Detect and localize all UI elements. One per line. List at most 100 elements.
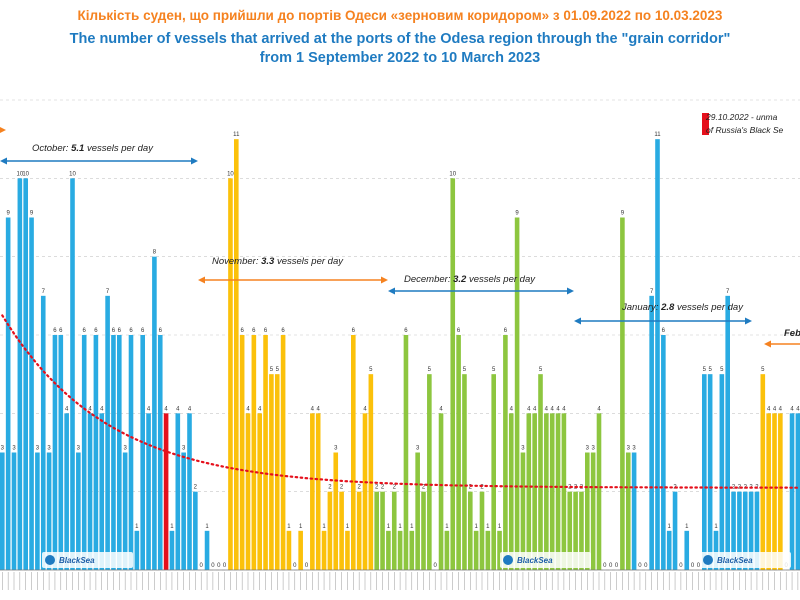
period-unit: vessels per day: [676, 302, 743, 313]
bar-value-label: 1: [322, 524, 326, 530]
bar-value-label: 6: [252, 328, 256, 334]
bar-value-label: 4: [796, 406, 800, 412]
bar-value-label: 1: [205, 524, 209, 530]
bar-value-label: 4: [176, 406, 180, 412]
bar: [23, 178, 28, 571]
bar: [438, 413, 444, 570]
bar-value-label: 1: [170, 524, 174, 530]
bar-value-label: 5: [270, 367, 274, 373]
bar: [514, 217, 520, 570]
bar-value-label: 4: [317, 406, 321, 412]
bar-value-label: 4: [147, 406, 151, 412]
bar-value-label: 3: [47, 446, 51, 452]
period-label-february: Feb: [784, 328, 800, 339]
bar-value-label: 10: [22, 171, 29, 177]
bar-value-label: 5: [703, 367, 707, 373]
bar: [620, 217, 625, 570]
bar: [596, 413, 602, 570]
bar: [403, 335, 409, 570]
period-label-january: January: 2.8 vessels per day: [622, 302, 743, 313]
bar-value-label: 0: [697, 563, 701, 569]
bar-value-label: 1: [668, 524, 672, 530]
bar-value-label: 0: [638, 563, 642, 569]
bar-value-label: 0: [691, 563, 695, 569]
bar-value-label: 3: [1, 446, 5, 452]
bar-value-label: 9: [515, 211, 519, 217]
bar: [772, 413, 777, 570]
bar: [590, 452, 596, 570]
bar-value-label: 0: [217, 563, 221, 569]
bar: [280, 335, 286, 570]
legend-note-line2: of Russia's Black Se: [706, 125, 784, 135]
bar: [64, 413, 69, 570]
bar: [789, 413, 795, 570]
logo-globe-icon: [503, 555, 513, 565]
bar-value-label: 4: [510, 406, 514, 412]
bar: [327, 491, 333, 570]
bar-value-label: 10: [17, 171, 24, 177]
bar: [748, 491, 754, 570]
period-unit: vessels per day: [86, 143, 153, 154]
bar-value-label: 6: [457, 328, 461, 334]
bar: [760, 374, 766, 570]
bar-value-label: 0: [679, 563, 683, 569]
bar-value-label: 1: [398, 524, 402, 530]
bar: [544, 413, 549, 570]
bar-value-label: 6: [118, 328, 122, 334]
legend-note-line1: 29.10.2022 - unma: [706, 112, 778, 122]
bar-value-label: 2: [340, 485, 344, 491]
bar: [532, 413, 537, 570]
bar: [99, 413, 105, 570]
bar-value-label: 1: [486, 524, 490, 530]
bar-value-label: 4: [545, 406, 549, 412]
bar-value-label: 5: [708, 367, 712, 373]
bar: [391, 491, 397, 570]
bar-value-label: 0: [293, 563, 297, 569]
bar: [538, 374, 543, 570]
bar-value-label: 6: [504, 328, 508, 334]
bar-value-label: 6: [94, 328, 98, 334]
period-name: Feb: [784, 328, 800, 339]
bar: [368, 374, 374, 570]
bar: [35, 452, 40, 570]
chart-title-en-line2: from 1 September 2022 to 10 March 2023: [259, 50, 541, 66]
bar-value-label: 3: [36, 446, 40, 452]
bar: [93, 335, 99, 570]
october-arrow-head-right: [191, 157, 198, 165]
bar-value-label: 1: [445, 524, 449, 530]
bar: [573, 491, 578, 570]
bar-value-label: 0: [200, 563, 204, 569]
period-value: 5.1: [71, 143, 85, 154]
bar: [0, 452, 5, 570]
bar: [140, 335, 145, 570]
bar-value-label: 6: [240, 328, 244, 334]
bar-value-label: 4: [164, 406, 168, 412]
bar: [707, 374, 713, 570]
bar-value-label: 5: [539, 367, 543, 373]
bar-value-label: 5: [720, 367, 724, 373]
bar: [479, 491, 485, 570]
february-arrow-head: [764, 340, 771, 348]
bar-value-label: 4: [311, 406, 315, 412]
bar-value-label: 6: [129, 328, 133, 334]
bar: [274, 374, 280, 570]
bar: [719, 374, 725, 570]
bar: [310, 413, 315, 570]
bar-value-label: 4: [597, 406, 601, 412]
bar: [204, 530, 210, 570]
bar-value-label: 6: [83, 328, 87, 334]
bar-value-label: 4: [779, 406, 783, 412]
bar-value-label: 5: [428, 367, 432, 373]
bar-value-label: 2: [375, 485, 379, 491]
bar: [456, 335, 461, 570]
bar: [702, 374, 707, 570]
bar: [508, 413, 514, 570]
bar-value-label: 2: [422, 485, 426, 491]
period-value: 3.3: [261, 256, 275, 267]
bar: [485, 530, 491, 570]
bar: [380, 491, 385, 570]
bar-value-label: 1: [299, 524, 303, 530]
bar-value-label: 4: [439, 406, 443, 412]
bar-value-label: 4: [533, 406, 537, 412]
bar-value-label: 5: [369, 367, 373, 373]
